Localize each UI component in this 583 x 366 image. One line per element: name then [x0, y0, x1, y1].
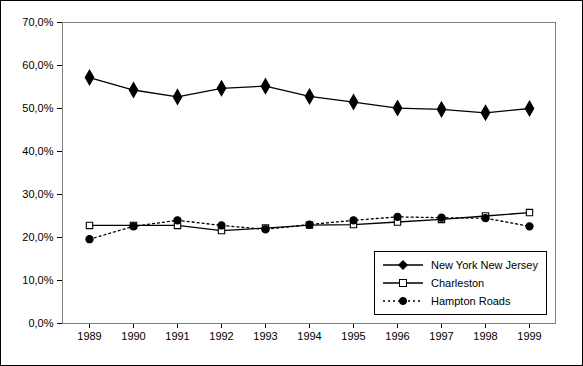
- svg-text:10,0%: 10,0%: [22, 274, 53, 286]
- svg-text:60,0%: 60,0%: [22, 59, 53, 71]
- svg-text:30,0%: 30,0%: [22, 188, 53, 200]
- svg-text:1996: 1996: [385, 330, 409, 342]
- svg-text:1997: 1997: [429, 330, 453, 342]
- svg-text:1994: 1994: [297, 330, 321, 342]
- html-text:New York New Jersey: New York New Jersey: [431, 259, 538, 271]
- svg-text:1992: 1992: [209, 330, 233, 342]
- svg-text:1998: 1998: [473, 330, 497, 342]
- svg-text:50,0%: 50,0%: [22, 102, 53, 114]
- svg-text:1999: 1999: [517, 330, 541, 342]
- svg-text:1993: 1993: [253, 330, 277, 342]
- svg-text:0,0%: 0,0%: [28, 317, 53, 329]
- svg-text:1991: 1991: [165, 330, 189, 342]
- svg-text:1995: 1995: [341, 330, 365, 342]
- svg-text:1989: 1989: [77, 330, 101, 342]
- svg-text:40,0%: 40,0%: [22, 145, 53, 157]
- svg-text:1990: 1990: [121, 330, 145, 342]
- html-text:Hampton Roads: Hampton Roads: [431, 295, 511, 307]
- svg-text:70,0%: 70,0%: [22, 16, 53, 28]
- html-text:Charleston: Charleston: [431, 277, 485, 289]
- svg-text:20,0%: 20,0%: [22, 231, 53, 243]
